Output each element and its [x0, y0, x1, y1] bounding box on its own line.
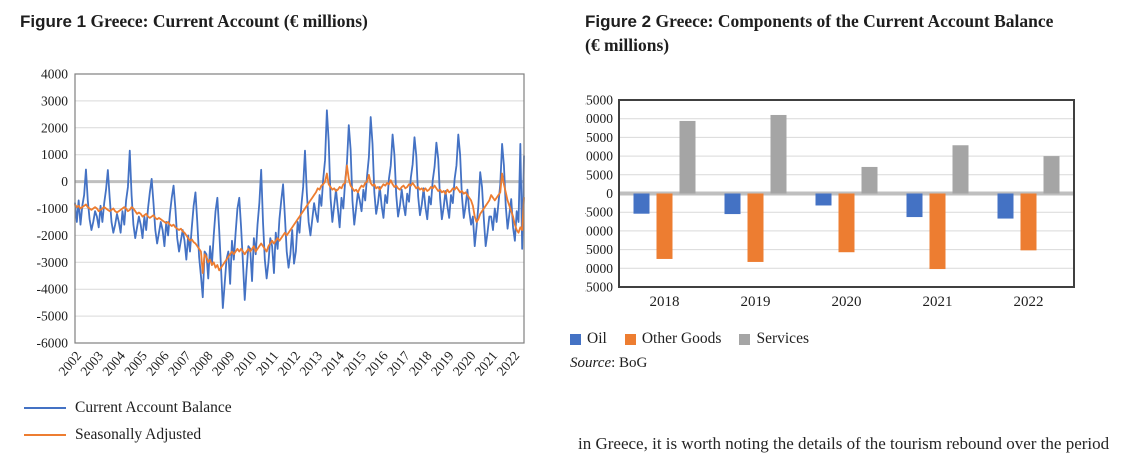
figure2-legend-item-other-goods: Other Goods [624, 330, 722, 348]
other-goods-swatch [624, 333, 636, 345]
other-goods-bar-2019 [747, 193, 764, 262]
x-axis-year-label: 2010 [231, 348, 260, 379]
report-page: { "figure1": { "title_prefix": "Figure 1… [20, 10, 1110, 453]
oil-swatch [570, 333, 581, 345]
oil-bar-2020 [815, 193, 832, 206]
figure1-line-chart: 4000 3000 2000 1000 0 -1000 -2000 -3000 -4000 -50… [37, 67, 525, 379]
y-axis-tick-label: 2000 [41, 120, 68, 135]
y-axis-tick-label: -4000 [37, 282, 69, 297]
x-axis-year-label: 2011 [253, 348, 282, 378]
plot-border [618, 99, 1075, 288]
y-axis-tick-label: 0 [606, 186, 613, 201]
x-axis-category-label: 2022 [1014, 294, 1044, 310]
y-axis-tick-label: -1000 [37, 201, 69, 216]
services-bar-2020 [861, 166, 878, 194]
y-axis-tick-label: -5000 [37, 309, 69, 324]
x-axis-year-label: 2004 [99, 348, 128, 379]
cab-legend-label: Current Account Balance [75, 399, 232, 416]
x-axis-category-label: 2021 [923, 294, 953, 310]
y-axis-tick-label: -15000 [585, 242, 613, 257]
y-axis-tick-label: 20000 [585, 111, 613, 126]
figure2-legend-item-services: Services [739, 330, 809, 348]
source-label: Source [570, 355, 612, 371]
x-axis-year-label: 2017 [384, 348, 413, 379]
x-axis-year-label: 2022 [494, 348, 523, 378]
y-axis-tick-label: 25000 [585, 93, 613, 108]
x-axis-year-label: 2016 [362, 348, 391, 379]
y-axis-tick-label: -25000 [585, 280, 613, 295]
y-axis-tick-label: -20000 [585, 261, 613, 276]
x-axis-year-label: 2009 [209, 348, 238, 379]
x-axis-year-label: 2013 [296, 348, 325, 379]
oil-bar-2022 [997, 193, 1014, 219]
y-axis-tick-label: 15000 [585, 130, 613, 145]
figure1-title: Figure 1 Greece: Current Account (€ mill… [20, 10, 540, 34]
y-axis-tick-label: 3000 [41, 93, 68, 108]
figure1-title-prefix: Figure 1 [20, 12, 87, 31]
y-axis-tick-label: 4000 [41, 67, 68, 82]
x-axis-year-label: 2008 [187, 348, 216, 379]
figure1-title-text: Greece: Current Account (€ millions) [86, 11, 368, 31]
x-axis-year-label: 2002 [55, 348, 84, 378]
services-bar-2019 [770, 114, 787, 194]
other-goods-legend-label: Other Goods [641, 330, 722, 347]
x-axis-year-label: 2020 [450, 348, 479, 379]
oil-bar-2018 [633, 193, 650, 214]
x-axis-category-label: 2019 [741, 294, 771, 310]
y-axis-tick-label: 0 [61, 174, 68, 189]
y-axis-tick-label: -6000 [37, 336, 69, 351]
x-axis-year-label: 2007 [165, 348, 194, 379]
x-axis-year-label: 2018 [406, 348, 435, 379]
x-axis-year-label: 2015 [340, 348, 369, 379]
x-axis-year-label: 2014 [318, 348, 347, 379]
other-goods-bar-2020 [838, 193, 855, 253]
other-goods-bar-2018 [656, 193, 673, 259]
x-axis-year-label: 2005 [121, 348, 150, 379]
figure2-title-prefix: Figure 2 [585, 12, 652, 31]
figure2-source: Source: BoG [570, 355, 647, 372]
sa-line-swatch [24, 433, 66, 437]
figure1-legend-item-cab: Current Account Balance [24, 399, 232, 417]
sa-legend-label: Seasonally Adjusted [75, 426, 202, 443]
x-axis-year-label: 2006 [143, 348, 172, 379]
plot-border [74, 73, 525, 344]
cab-line-swatch [24, 406, 66, 410]
services-bar-2021 [952, 145, 969, 194]
x-axis-year-label: 2012 [274, 348, 303, 378]
x-axis-category-label: 2020 [832, 294, 862, 310]
oil-legend-label: Oil [587, 330, 607, 347]
seasonally-adjusted-line [74, 164, 525, 274]
x-axis-category-label: 2018 [650, 294, 680, 310]
figure2-legend: Oil Other Goods Services [570, 330, 809, 348]
y-axis-tick-label: -3000 [37, 255, 69, 270]
x-axis-year-label: 2021 [472, 348, 501, 378]
y-axis-tick-label: -5000 [585, 205, 613, 220]
x-axis-year-label: 2003 [77, 348, 106, 379]
oil-bar-2021 [906, 193, 923, 218]
y-axis-tick-label: 1000 [41, 147, 68, 162]
services-swatch [739, 333, 751, 345]
services-bar-2022 [1043, 156, 1060, 194]
services-bar-2018 [679, 120, 696, 194]
figure1-legend-item-sa: Seasonally Adjusted [24, 426, 201, 444]
y-axis-tick-label: -2000 [37, 228, 69, 243]
oil-bar-2019 [724, 193, 741, 215]
current-account-balance-line [74, 109, 525, 309]
x-axis-year-label: 2019 [428, 348, 457, 379]
clipped-paragraph-line: in Greece, it is worth noting the detail… [578, 434, 1110, 453]
services-legend-label: Services [756, 330, 809, 347]
figure2-legend-item-oil: Oil [570, 330, 607, 348]
other-goods-bar-2022 [1020, 193, 1037, 251]
figure2-title-text: Greece: Components of the Current Accoun… [585, 11, 1054, 55]
figure2-title: Figure 2 Greece: Components of the Curre… [585, 10, 1055, 58]
y-axis-tick-label: 5000 [586, 167, 613, 182]
source-value: : BoG [611, 355, 648, 371]
other-goods-bar-2021 [929, 193, 946, 270]
